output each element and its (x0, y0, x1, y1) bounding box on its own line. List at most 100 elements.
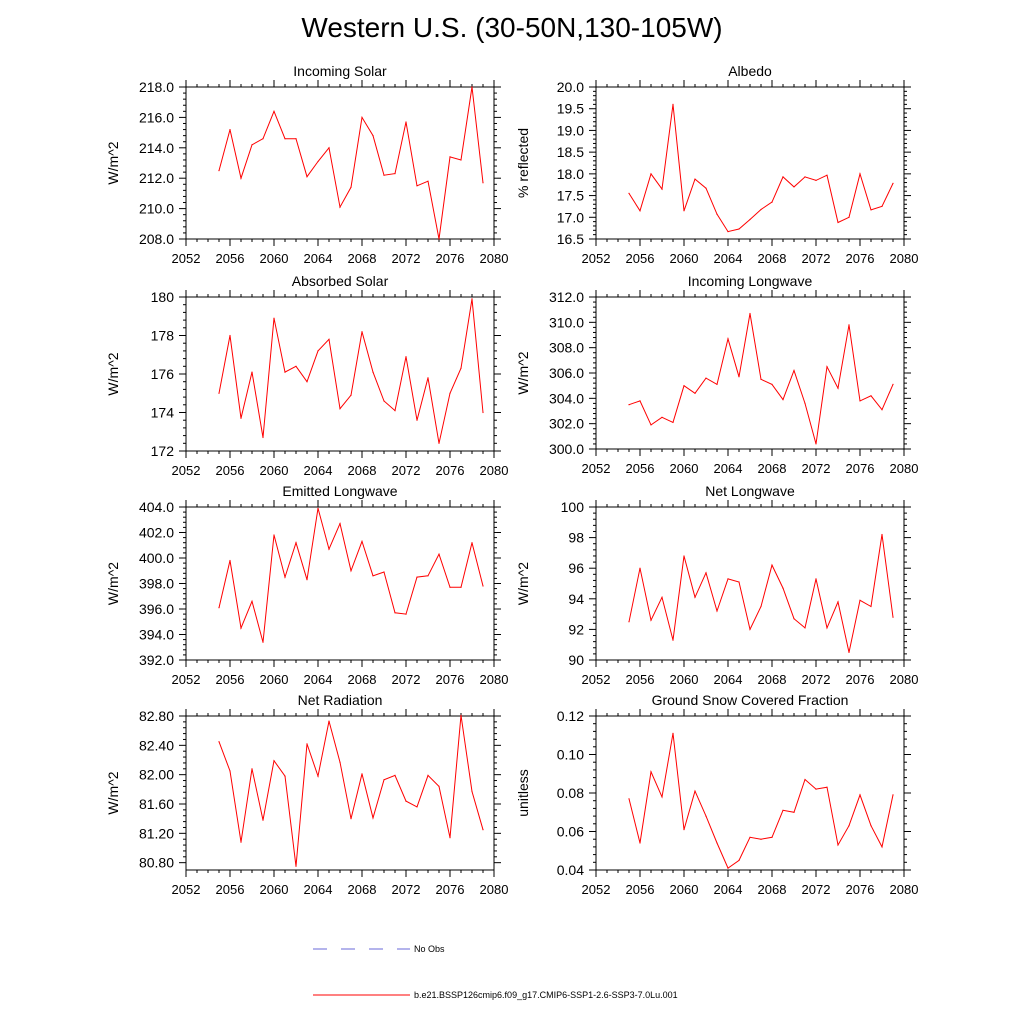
data-point (716, 610, 718, 612)
x-tick-label: 2060 (260, 882, 289, 897)
data-point (427, 180, 429, 182)
x-tick-label: 2060 (260, 672, 289, 687)
data-point (760, 208, 762, 211)
data-point (438, 553, 440, 555)
data-point (749, 836, 751, 838)
y-tick-label: 80.80 (139, 855, 174, 871)
y-tick-label: 210.0 (139, 201, 174, 217)
data-point (705, 187, 707, 189)
data-point (251, 371, 253, 373)
data-point (471, 542, 473, 544)
y-tick-label: 404.0 (139, 499, 174, 515)
data-point (815, 179, 817, 181)
data-point (306, 743, 308, 745)
y-tick-label: 0.04 (557, 862, 584, 878)
data-point (738, 228, 740, 230)
plot-frame (185, 506, 495, 661)
data-point (449, 392, 451, 394)
y-axis-label: W/m^2 (105, 352, 121, 395)
data-point (749, 628, 751, 631)
data-point (284, 371, 286, 373)
data-point (449, 586, 451, 588)
data-point (438, 785, 440, 788)
y-tick-label: 82.00 (139, 767, 174, 783)
data-point (218, 170, 220, 172)
y-tick-label: 81.20 (139, 825, 174, 841)
x-tick-label: 2080 (890, 882, 919, 897)
y-tick-label: 172 (151, 443, 175, 459)
y-tick-label: 302.0 (549, 416, 584, 432)
y-axis-label: W/m^2 (515, 351, 531, 394)
y-axis-label: W/m^2 (515, 562, 531, 605)
chart-panel: Absorbed Solar W/m^2 2052 2056 2060 2064 2068 2… (105, 273, 508, 478)
data-point (650, 771, 652, 773)
data-point (650, 173, 652, 175)
data-point (229, 559, 231, 562)
data-point (837, 221, 839, 224)
data-point (870, 825, 872, 827)
series-line (218, 298, 484, 444)
x-tick-label: 2068 (348, 251, 377, 266)
x-tick-label: 2064 (304, 251, 333, 266)
x-tick-label: 2080 (480, 882, 509, 897)
data-point (672, 103, 674, 105)
y-tick-label: 98 (568, 530, 584, 546)
data-point (683, 385, 685, 387)
chart-panel: Albedo % reflected 2052 2056 2060 2064 2068 207… (515, 63, 918, 266)
data-point (738, 376, 740, 378)
x-tick-label: 2072 (802, 882, 831, 897)
plot-frame (595, 506, 905, 661)
data-point (826, 366, 828, 368)
y-tick-label: 96 (568, 560, 584, 576)
data-point (383, 174, 385, 176)
data-point (782, 809, 784, 811)
data-point (273, 317, 275, 319)
data-point (383, 400, 385, 402)
panel-title: Emitted Longwave (282, 483, 397, 499)
series-line (218, 715, 484, 867)
figure-title: Western U.S. (30-50N,130-105W) (301, 12, 723, 43)
data-point (306, 579, 308, 581)
x-tick-label: 2052 (582, 882, 611, 897)
y-tick-label: 398.0 (139, 576, 174, 592)
data-point (262, 819, 264, 821)
data-point (771, 383, 773, 385)
data-point (394, 774, 396, 777)
x-tick-label: 2060 (260, 251, 289, 266)
y-tick-label: 0.06 (557, 824, 584, 840)
x-tick-label: 2052 (582, 461, 611, 476)
data-point (848, 651, 850, 654)
data-point (471, 790, 473, 793)
x-tick-label: 2056 (626, 672, 655, 687)
data-point (438, 238, 440, 240)
x-tick-label: 2080 (480, 251, 509, 266)
y-tick-label: 20.0 (557, 79, 584, 95)
data-point (815, 788, 817, 790)
data-point (650, 424, 652, 426)
data-point (716, 213, 718, 215)
x-tick-label: 2064 (714, 672, 743, 687)
y-tick-label: 208.0 (139, 231, 174, 247)
data-point (815, 578, 817, 580)
x-tick-label: 2068 (758, 672, 787, 687)
y-tick-label: 312.0 (549, 289, 584, 305)
data-point (240, 177, 242, 179)
y-tick-label: 19.5 (557, 101, 584, 117)
x-tick-label: 2076 (436, 882, 465, 897)
data-point (405, 613, 407, 615)
data-point (760, 605, 762, 608)
x-tick-label: 2056 (216, 672, 245, 687)
data-point (628, 192, 630, 194)
data-point (482, 829, 484, 831)
x-tick-label: 2056 (216, 463, 245, 478)
y-tick-label: 17.0 (557, 209, 584, 225)
data-point (661, 416, 663, 418)
x-tick-label: 2060 (670, 461, 699, 476)
panel-title: Net Radiation (298, 692, 383, 708)
data-point (218, 392, 220, 394)
x-tick-label: 2068 (758, 251, 787, 266)
data-point (870, 395, 872, 397)
data-point (251, 768, 253, 770)
data-point (218, 607, 220, 609)
data-point (295, 542, 297, 544)
